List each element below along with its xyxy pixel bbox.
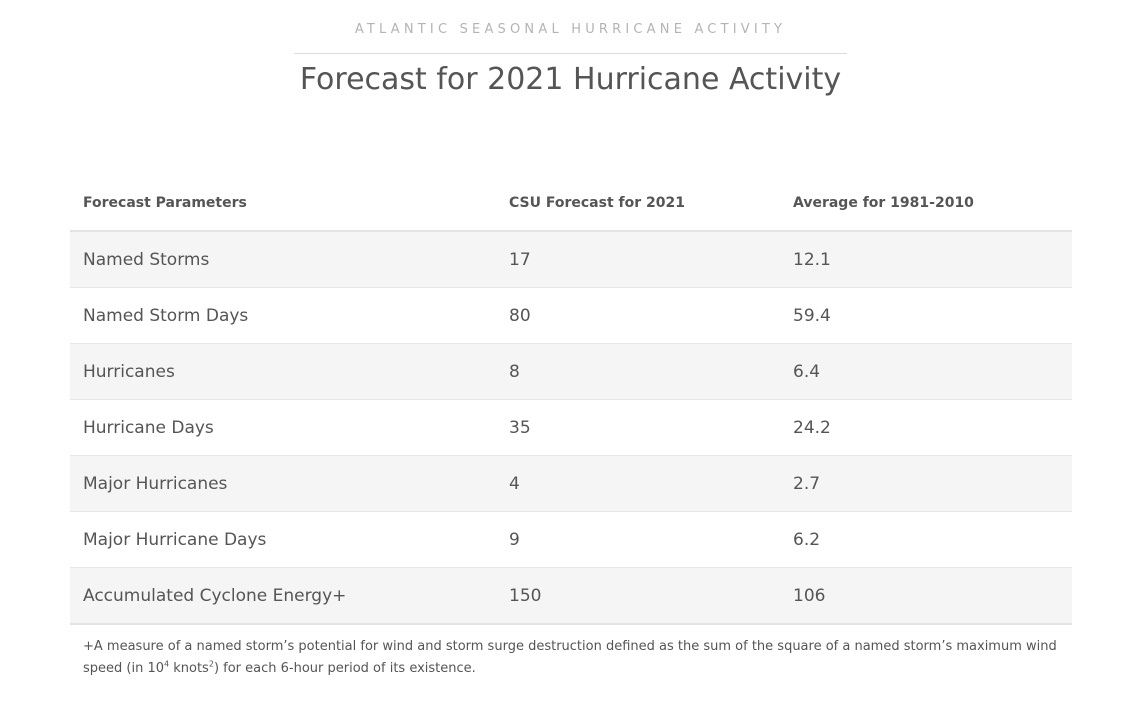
forecast-table: Forecast Parameters CSU Forecast for 202… [70, 176, 1072, 625]
page-title: Forecast for 2021 Hurricane Activity [299, 62, 842, 97]
forecast-cell: 17 [496, 231, 780, 288]
footnote-text-part3: ) for each 6-hour period of its existenc… [213, 661, 476, 676]
parameter-cell: Named Storms [70, 231, 496, 288]
table-header-row: Forecast Parameters CSU Forecast for 202… [70, 176, 1072, 232]
average-cell: 59.4 [780, 287, 1072, 344]
table-row: Accumulated Cyclone Energy+ 150 106 [70, 567, 1072, 625]
forecast-cell: 150 [496, 567, 780, 625]
column-header-parameters: Forecast Parameters [70, 176, 496, 232]
table-header: Forecast Parameters CSU Forecast for 202… [70, 176, 1072, 232]
average-cell: 6.4 [780, 343, 1072, 400]
parameter-cell: Hurricane Days [70, 399, 496, 456]
table-row: Hurricane Days 35 24.2 [70, 399, 1072, 456]
table-body: Named Storms 17 12.1 Named Storm Days 80… [70, 231, 1072, 625]
forecast-cell: 35 [496, 399, 780, 456]
parameter-cell: Major Hurricanes [70, 455, 496, 512]
footnote-superscript-2: 2 [208, 659, 214, 669]
eyebrow-divider [294, 53, 847, 54]
footnote-superscript-4: 4 [164, 659, 170, 669]
forecast-table-container: Forecast Parameters CSU Forecast for 202… [70, 176, 1072, 625]
footnote-text-part1: +A measure of a named storm’s potential … [83, 639, 1057, 676]
parameter-cell: Named Storm Days [70, 287, 496, 344]
forecast-cell: 8 [496, 343, 780, 400]
forecast-cell: 80 [496, 287, 780, 344]
column-header-csu-forecast: CSU Forecast for 2021 [496, 176, 780, 232]
section-eyebrow: ATLANTIC SEASONAL HURRICANE ACTIVITY [354, 22, 787, 37]
parameter-cell: Accumulated Cyclone Energy+ [70, 567, 496, 625]
average-cell: 106 [780, 567, 1072, 625]
parameter-cell: Major Hurricane Days [70, 511, 496, 568]
average-cell: 6.2 [780, 511, 1072, 568]
table-row: Named Storms 17 12.1 [70, 231, 1072, 288]
footnote: +A measure of a named storm’s potential … [83, 636, 1063, 680]
table-row: Named Storm Days 80 59.4 [70, 287, 1072, 344]
parameter-cell: Hurricanes [70, 343, 496, 400]
average-cell: 24.2 [780, 399, 1072, 456]
forecast-cell: 9 [496, 511, 780, 568]
average-cell: 12.1 [780, 231, 1072, 288]
average-cell: 2.7 [780, 455, 1072, 512]
column-header-average: Average for 1981-2010 [780, 176, 1072, 232]
table-row: Major Hurricanes 4 2.7 [70, 455, 1072, 512]
table-row: Major Hurricane Days 9 6.2 [70, 511, 1072, 568]
table-row: Hurricanes 8 6.4 [70, 343, 1072, 400]
forecast-cell: 4 [496, 455, 780, 512]
footnote-text-part2: knots [169, 661, 209, 676]
